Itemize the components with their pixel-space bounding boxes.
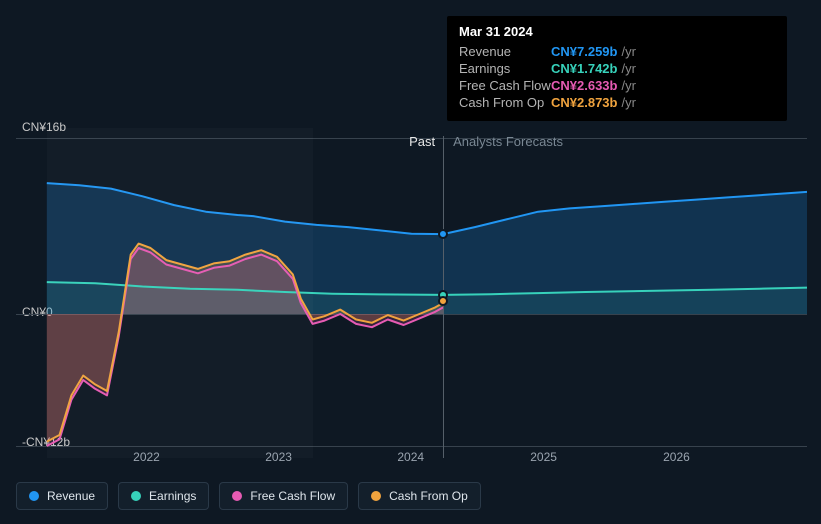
- past-shade: [47, 128, 313, 458]
- legend-item[interactable]: Earnings: [118, 482, 209, 510]
- x-axis-tick: 2025: [530, 450, 557, 464]
- plot-area[interactable]: Past Analysts Forecasts: [16, 128, 807, 458]
- tooltip-row-label: Earnings: [459, 61, 551, 76]
- tooltip-row-unit: /yr: [621, 44, 635, 59]
- tooltip-row-value: CN¥2.633b: [551, 78, 617, 93]
- tooltip-row-unit: /yr: [621, 95, 635, 110]
- section-label-forecast: Analysts Forecasts: [453, 134, 563, 149]
- legend-swatch: [371, 491, 381, 501]
- x-axis-tick: 2023: [265, 450, 292, 464]
- x-axis-tick: 2022: [133, 450, 160, 464]
- chart-tooltip: Mar 31 2024 RevenueCN¥7.259b/yrEarningsC…: [447, 16, 787, 121]
- x-axis: 2022 2023 2024 2025 2026: [16, 450, 807, 468]
- legend-label: Free Cash Flow: [250, 489, 335, 503]
- legend-label: Cash From Op: [389, 489, 468, 503]
- legend-item[interactable]: Free Cash Flow: [219, 482, 348, 510]
- tooltip-date: Mar 31 2024: [459, 24, 775, 39]
- tooltip-row-value: CN¥1.742b: [551, 61, 617, 76]
- x-axis-tick: 2024: [397, 450, 424, 464]
- tooltip-row: Free Cash FlowCN¥2.633b/yr: [459, 77, 775, 94]
- tooltip-row-label: Revenue: [459, 44, 551, 59]
- tooltip-row: RevenueCN¥7.259b/yr: [459, 43, 775, 60]
- section-label-past: Past: [409, 134, 435, 149]
- series-marker: [438, 229, 448, 239]
- tooltip-row-label: Cash From Op: [459, 95, 551, 110]
- tooltip-row-value: CN¥2.873b: [551, 95, 617, 110]
- legend-label: Revenue: [47, 489, 95, 503]
- financials-chart: Mar 31 2024 RevenueCN¥7.259b/yrEarningsC…: [16, 16, 807, 446]
- legend-swatch: [232, 491, 242, 501]
- tooltip-row: Cash From OpCN¥2.873b/yr: [459, 94, 775, 111]
- x-axis-tick: 2026: [663, 450, 690, 464]
- legend-label: Earnings: [149, 489, 196, 503]
- legend-swatch: [131, 491, 141, 501]
- legend-item[interactable]: Cash From Op: [358, 482, 481, 510]
- tooltip-row-value: CN¥7.259b: [551, 44, 617, 59]
- tooltip-row-label: Free Cash Flow: [459, 78, 551, 93]
- tooltip-row-unit: /yr: [621, 78, 635, 93]
- chart-legend: Revenue Earnings Free Cash Flow Cash From O…: [16, 482, 481, 510]
- tooltip-row-unit: /yr: [621, 61, 635, 76]
- series-marker: [438, 296, 448, 306]
- legend-swatch: [29, 491, 39, 501]
- tooltip-row: EarningsCN¥1.742b/yr: [459, 60, 775, 77]
- legend-item[interactable]: Revenue: [16, 482, 108, 510]
